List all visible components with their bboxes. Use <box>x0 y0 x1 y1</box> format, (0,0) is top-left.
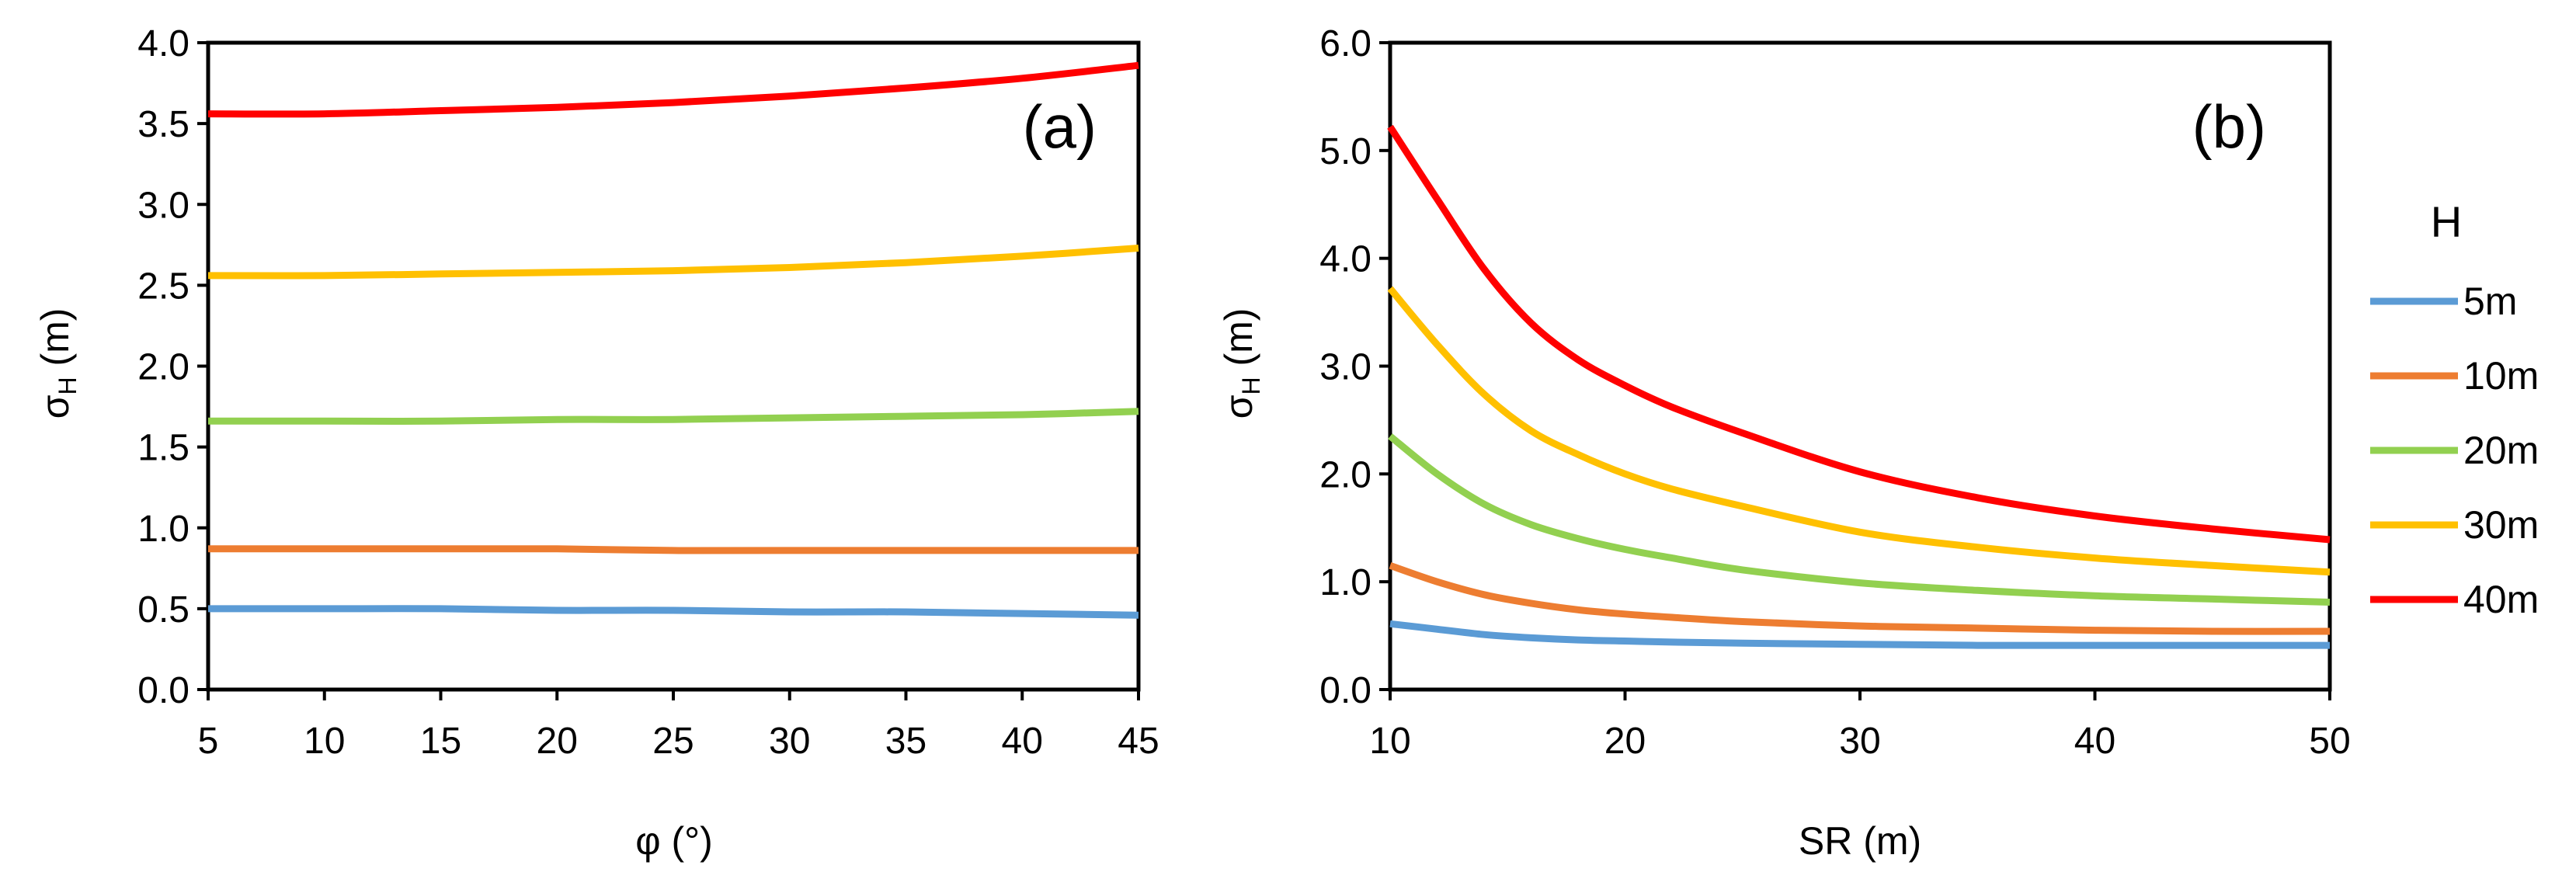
series-line-b-10m <box>1389 562 2331 635</box>
y-tick-label-a-5: 2.5 <box>137 266 189 307</box>
y-axis-title-symbol-a: σ <box>33 394 77 419</box>
x-tick-label-a-6: 35 <box>885 721 926 762</box>
y-tick-label-b-5: 5.0 <box>1319 131 1371 172</box>
y-axis-title-subscript-b: H <box>1237 377 1265 394</box>
series-line-b-40m <box>1387 124 2331 544</box>
series-line-a-10m <box>207 545 1139 554</box>
y-tick-label-a-6: 3.0 <box>137 185 189 226</box>
y-tick-label-b-1: 1.0 <box>1319 562 1371 603</box>
y-tick-label-a-2: 1.0 <box>137 509 189 550</box>
legend-label-40m: 40m <box>2463 578 2539 621</box>
y-axis-title-a: σH (m) <box>33 308 82 419</box>
y-axis-title-unit-b: (m) <box>1217 308 1260 377</box>
series-line-b-30m <box>1387 286 2331 576</box>
x-tick-label-a-4: 25 <box>652 721 694 762</box>
y-tick-label-a-8: 4.0 <box>137 23 189 64</box>
legend-label-20m: 20m <box>2463 429 2539 472</box>
legend-title: H <box>2431 197 2462 246</box>
x-tick-label-a-1: 10 <box>304 721 345 762</box>
panel-a: 0.0 0.5 1.0 1.5 2.0 2.5 3.0 3.5 4.0 5 10 15 20 25 30 35… <box>33 23 1159 863</box>
y-tick-label-b-6: 6.0 <box>1319 23 1371 64</box>
plot-area-b <box>1388 40 2332 692</box>
y-tick-label-a-1: 0.5 <box>137 589 189 631</box>
x-tick-label-a-0: 5 <box>198 721 219 762</box>
y-tick-label-a-7: 3.5 <box>137 104 189 145</box>
y-tick-label-a-4: 2.0 <box>137 347 189 388</box>
legend: H5m 10m 20m 30m 40m <box>2370 197 2539 621</box>
series-line-a-30m <box>207 245 1139 280</box>
y-axis-title-b: σH (m) <box>1217 308 1265 419</box>
y-tick-label-b-0: 0.0 <box>1319 670 1371 711</box>
panel-label-a: (a) <box>1023 92 1097 161</box>
panel-label-b: (b) <box>2192 92 2266 161</box>
x-tick-label-a-3: 20 <box>537 721 578 762</box>
y-tick-label-a-3: 1.5 <box>137 428 189 469</box>
x-tick-label-b-2: 30 <box>1839 721 1880 762</box>
x-tick-label-b-3: 40 <box>2074 721 2115 762</box>
legend-label-10m: 10m <box>2463 354 2539 398</box>
x-tick-label-a-7: 40 <box>1002 721 1043 762</box>
series-line-a-20m <box>207 408 1139 425</box>
series-line-b-5m <box>1389 620 2330 649</box>
panel-b: 0.0 1.0 2.0 3.0 4.0 5.0 6.0 10 20 30 40 50 (b) SR (m)… <box>1217 23 2351 863</box>
y-tick-label-a-0: 0.0 <box>137 670 189 711</box>
y-tick-label-b-4: 4.0 <box>1319 239 1371 280</box>
series-line-a-5m <box>207 605 1139 619</box>
y-tick-label-b-2: 2.0 <box>1319 454 1371 495</box>
y-tick-label-b-3: 3.0 <box>1319 347 1371 388</box>
legend-label-5m: 5m <box>2463 280 2517 323</box>
x-axis-title-b: SR (m) <box>1799 819 1921 863</box>
x-tick-label-b-4: 50 <box>2309 721 2350 762</box>
legend-label-30m: 30m <box>2463 503 2539 547</box>
y-axis-title-unit-a: (m) <box>33 308 77 377</box>
series-line-a-40m <box>207 61 1139 118</box>
plot-area-a <box>206 40 1141 692</box>
series-line-b-20m <box>1388 433 2331 606</box>
x-tick-label-b-1: 20 <box>1604 721 1646 762</box>
x-tick-label-b-0: 10 <box>1369 721 1410 762</box>
x-axis-title-a: φ (°) <box>635 819 713 863</box>
x-tick-label-a-5: 30 <box>769 721 810 762</box>
x-tick-label-a-2: 15 <box>420 721 461 762</box>
y-axis-title-subscript-a: H <box>54 377 82 394</box>
x-tick-label-a-8: 45 <box>1118 721 1159 762</box>
y-axis-title-symbol-b: σ <box>1217 394 1260 419</box>
